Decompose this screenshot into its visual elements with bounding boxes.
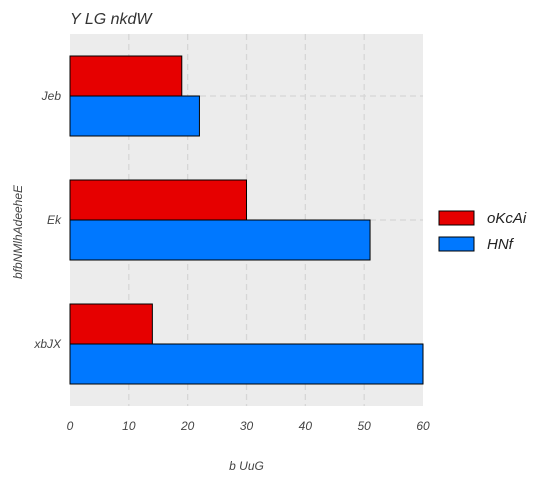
legend-swatch-series-1 [438,210,475,226]
x-tick-labels: 0 10 20 30 40 50 60 [67,419,430,433]
x-tick-label: 10 [122,419,136,433]
x-tick-label: 30 [240,419,254,433]
legend-label-series-1: oKcAi [487,210,527,227]
x-axis-label: b UuG [229,459,264,473]
x-tick-label: 60 [416,419,430,433]
y-tick-label: Jeb [41,89,62,103]
y-tick-labels: Jeb Ek xbJX [33,89,62,351]
x-tick-label: 50 [357,419,371,433]
x-tick-label: 40 [299,419,313,433]
legend-label-series-2: HNf [487,236,515,253]
legend: oKcAi HNf [438,210,527,253]
chart-title: Y LG nkdW [70,11,153,28]
y-axis-label: bfbNMlhAdeeheE [11,184,25,279]
y-tick-label: xbJX [33,337,62,351]
bar-1-3 [69,303,153,345]
bar-1-1 [69,55,183,97]
legend-swatch-series-2 [438,236,475,252]
x-tick-label: 0 [67,419,74,433]
bar-2-2 [69,219,371,261]
x-tick-label: 20 [180,419,195,433]
bars [69,55,424,385]
y-tick-label: Ek [47,213,62,227]
bar-1-2 [69,179,247,221]
bar-2-3 [69,343,424,385]
bar-2-1 [69,95,200,137]
